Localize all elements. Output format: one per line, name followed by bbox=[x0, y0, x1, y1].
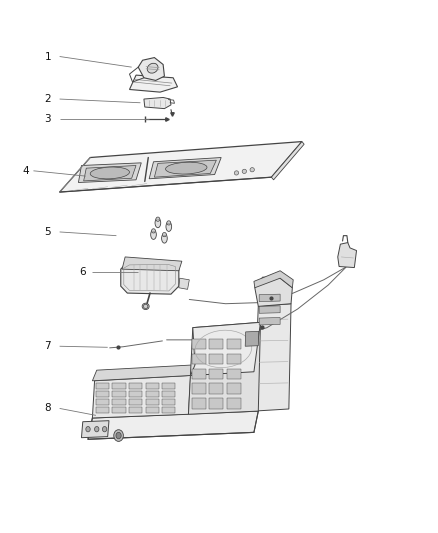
Bar bbox=[162, 399, 175, 405]
Bar bbox=[227, 368, 241, 379]
Polygon shape bbox=[154, 160, 216, 177]
Bar bbox=[113, 399, 126, 405]
Bar bbox=[113, 383, 126, 389]
Bar bbox=[96, 399, 109, 405]
Ellipse shape bbox=[166, 162, 207, 174]
Text: 7: 7 bbox=[44, 341, 51, 351]
Text: 5: 5 bbox=[44, 227, 51, 237]
Polygon shape bbox=[254, 304, 291, 411]
Text: 8: 8 bbox=[44, 403, 51, 414]
Polygon shape bbox=[188, 322, 261, 414]
Ellipse shape bbox=[167, 221, 171, 225]
Bar bbox=[192, 354, 206, 365]
Polygon shape bbox=[138, 58, 164, 80]
Bar bbox=[129, 399, 142, 405]
Bar bbox=[227, 354, 241, 365]
Polygon shape bbox=[255, 277, 292, 306]
Ellipse shape bbox=[250, 167, 254, 172]
Polygon shape bbox=[191, 322, 261, 375]
Polygon shape bbox=[259, 318, 280, 325]
Text: 3: 3 bbox=[44, 114, 51, 124]
Bar bbox=[209, 398, 223, 409]
Polygon shape bbox=[338, 243, 357, 268]
Bar bbox=[129, 383, 142, 389]
Text: 2: 2 bbox=[44, 94, 51, 104]
Bar bbox=[129, 407, 142, 413]
Bar bbox=[162, 391, 175, 397]
Ellipse shape bbox=[156, 217, 160, 221]
Bar bbox=[146, 407, 159, 413]
Polygon shape bbox=[259, 306, 280, 313]
Bar bbox=[209, 354, 223, 365]
Text: 6: 6 bbox=[79, 267, 86, 277]
Polygon shape bbox=[245, 332, 259, 346]
Ellipse shape bbox=[90, 167, 130, 179]
Bar bbox=[113, 391, 126, 397]
Ellipse shape bbox=[162, 233, 167, 243]
Bar bbox=[192, 383, 206, 394]
Ellipse shape bbox=[151, 230, 156, 239]
Polygon shape bbox=[81, 421, 109, 438]
Polygon shape bbox=[88, 411, 258, 439]
Polygon shape bbox=[149, 158, 221, 179]
Ellipse shape bbox=[152, 229, 155, 233]
Ellipse shape bbox=[114, 430, 124, 441]
Ellipse shape bbox=[86, 426, 90, 432]
Bar bbox=[192, 398, 206, 409]
Polygon shape bbox=[92, 375, 191, 418]
Ellipse shape bbox=[162, 232, 166, 237]
Bar bbox=[209, 368, 223, 379]
Ellipse shape bbox=[234, 171, 239, 175]
Ellipse shape bbox=[142, 303, 149, 310]
Polygon shape bbox=[84, 165, 136, 181]
Text: 1: 1 bbox=[44, 52, 51, 61]
Polygon shape bbox=[144, 98, 171, 109]
Polygon shape bbox=[254, 271, 293, 288]
Bar bbox=[146, 399, 159, 405]
Bar bbox=[129, 391, 142, 397]
Polygon shape bbox=[272, 142, 304, 180]
Ellipse shape bbox=[95, 426, 99, 432]
Bar bbox=[227, 383, 241, 394]
Bar bbox=[162, 407, 175, 413]
Bar bbox=[192, 368, 206, 379]
Bar bbox=[209, 383, 223, 394]
Bar bbox=[227, 398, 241, 409]
Bar bbox=[227, 339, 241, 350]
Bar bbox=[96, 383, 109, 389]
Bar bbox=[96, 391, 109, 397]
Ellipse shape bbox=[147, 63, 158, 73]
Polygon shape bbox=[259, 294, 280, 302]
Bar bbox=[96, 407, 109, 413]
Polygon shape bbox=[121, 261, 179, 294]
Polygon shape bbox=[179, 278, 189, 289]
Ellipse shape bbox=[166, 222, 172, 231]
Bar bbox=[209, 339, 223, 350]
Polygon shape bbox=[60, 142, 302, 192]
Ellipse shape bbox=[116, 432, 121, 439]
Bar bbox=[162, 383, 175, 389]
Ellipse shape bbox=[242, 169, 247, 173]
Polygon shape bbox=[92, 365, 195, 381]
Text: 4: 4 bbox=[22, 166, 29, 176]
Bar bbox=[192, 339, 206, 350]
Bar bbox=[146, 391, 159, 397]
Bar bbox=[146, 383, 159, 389]
Polygon shape bbox=[78, 163, 141, 182]
Polygon shape bbox=[122, 257, 182, 271]
Ellipse shape bbox=[155, 218, 161, 228]
Polygon shape bbox=[130, 75, 177, 92]
Bar bbox=[113, 407, 126, 413]
Ellipse shape bbox=[102, 426, 107, 432]
